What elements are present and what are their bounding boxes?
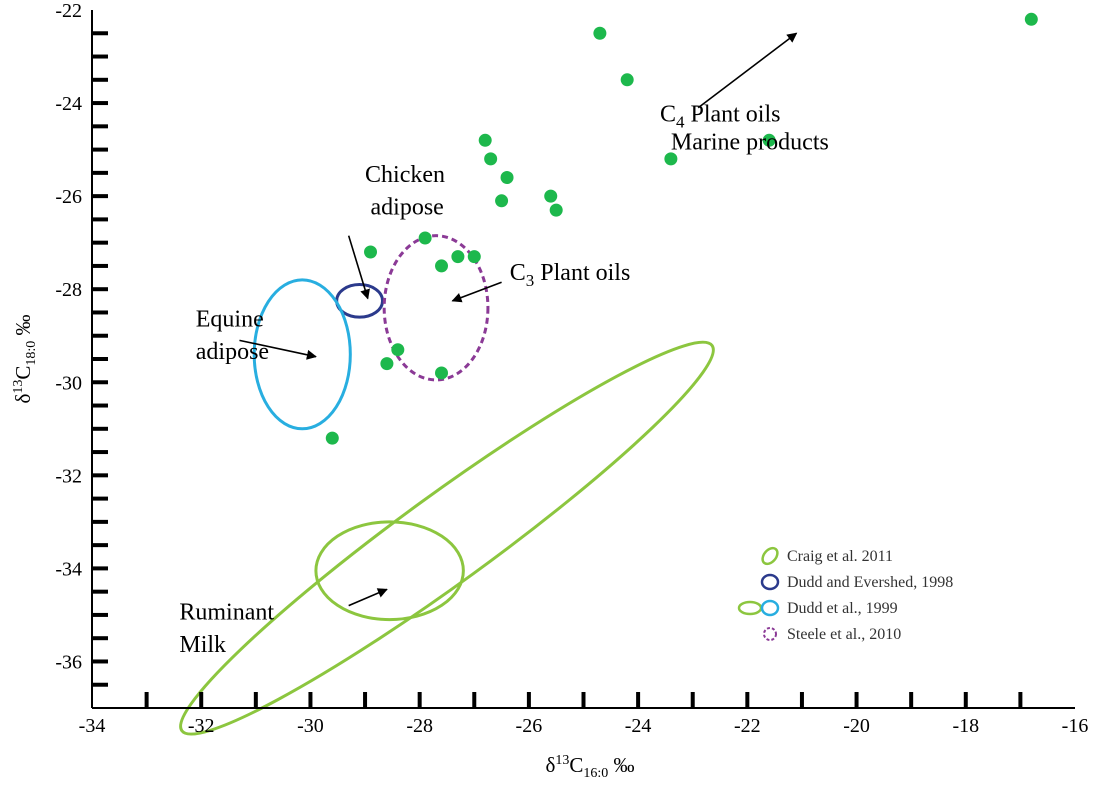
y-tick-label: -32 bbox=[55, 465, 82, 487]
x-tick-label: -30 bbox=[297, 715, 324, 737]
annotation-c4-oils: C4 Plant oils bbox=[660, 102, 781, 132]
annotation-equine-label-2: adipose bbox=[196, 339, 269, 365]
legend-swatch bbox=[761, 546, 779, 566]
legend-label: Dudd and Evershed, 1998 bbox=[787, 574, 953, 591]
c4-arrow bbox=[697, 32, 798, 109]
data-point bbox=[500, 171, 514, 185]
region-c3-oils bbox=[382, 234, 490, 382]
x-tick-label: -32 bbox=[188, 715, 215, 737]
data-point bbox=[762, 133, 776, 147]
annotation-marine: Marine products bbox=[671, 130, 829, 156]
x-tick-label: -18 bbox=[952, 715, 979, 737]
annotation-c3-label: C3 Plant oils bbox=[510, 260, 631, 290]
legend: Craig et al. 2011 Dudd and Evershed, 1998… bbox=[737, 546, 953, 643]
annotation-ruminant-label-2: Milk bbox=[179, 632, 226, 658]
legend-item: Dudd et al., 1999 bbox=[737, 599, 898, 617]
data-point bbox=[325, 431, 339, 445]
data-point bbox=[478, 133, 492, 147]
legend-item: Steele et al., 2010 bbox=[763, 626, 901, 643]
x-tick-label: -20 bbox=[843, 715, 870, 737]
data-point bbox=[593, 26, 607, 40]
x-tick-label: -24 bbox=[625, 715, 652, 737]
legend-swatch bbox=[763, 627, 777, 641]
y-axis-title: δ13C18:0 ‰ bbox=[11, 314, 39, 403]
x-tick-label: -34 bbox=[79, 715, 106, 737]
data-point bbox=[664, 152, 678, 166]
equine-arrow bbox=[239, 339, 317, 360]
data-point bbox=[391, 343, 405, 357]
legend-swatch bbox=[737, 600, 763, 616]
y-tick-label: -36 bbox=[55, 651, 82, 673]
y-tick-label: -24 bbox=[55, 93, 82, 115]
data-point bbox=[549, 203, 563, 217]
x-axis-title: δ13C16:0 ‰ bbox=[545, 753, 634, 781]
data-point bbox=[451, 250, 465, 264]
legend-swatch bbox=[760, 573, 780, 591]
annotation-chicken-label-1: Chicken bbox=[365, 162, 445, 188]
data-point bbox=[435, 259, 449, 273]
legend-item: Dudd and Evershed, 1998 bbox=[760, 573, 953, 591]
annotation-equine-label-1: Equine bbox=[196, 306, 264, 332]
annotation-ruminant-label-1: Ruminant bbox=[179, 600, 274, 626]
points-layer bbox=[325, 12, 1038, 445]
axes-layer: -34 -32 -30 -28 -26 -24 -22 -20 -18 -16 -36 -34 -32 -… bbox=[11, 0, 1088, 781]
region-equine bbox=[252, 278, 352, 431]
region-ruminant-outer bbox=[179, 340, 715, 736]
data-point bbox=[364, 245, 378, 259]
data-point bbox=[418, 231, 432, 245]
chicken-arrow bbox=[347, 235, 370, 300]
data-point bbox=[484, 152, 498, 166]
y-tick-label: -26 bbox=[55, 186, 82, 208]
data-point bbox=[495, 194, 509, 208]
data-point bbox=[620, 73, 634, 87]
y-tick-label: -30 bbox=[55, 372, 82, 394]
y-tick-label: -28 bbox=[55, 279, 82, 301]
data-point bbox=[467, 250, 481, 264]
annotation-chicken-label-2: adipose bbox=[371, 195, 444, 221]
regions-layer bbox=[179, 234, 715, 736]
legend-label: Dudd et al., 1999 bbox=[787, 600, 898, 617]
data-point bbox=[544, 189, 558, 203]
ruminant-arrow bbox=[348, 588, 388, 607]
x-tick-label: -28 bbox=[406, 715, 433, 737]
c3-arrow bbox=[451, 281, 502, 303]
legend-item: Craig et al. 2011 bbox=[761, 546, 893, 566]
legend-label: Craig et al. 2011 bbox=[787, 548, 893, 565]
y-tick-label: -22 bbox=[55, 0, 82, 22]
data-point bbox=[1024, 12, 1038, 26]
legend-swatch bbox=[760, 599, 780, 617]
x-tick-label: -26 bbox=[516, 715, 543, 737]
x-tick-label: -22 bbox=[734, 715, 761, 737]
arrows-layer bbox=[239, 32, 798, 607]
x-tick-label: -16 bbox=[1062, 715, 1089, 737]
legend-label: Steele et al., 2010 bbox=[787, 626, 901, 643]
region-ruminant-inner bbox=[314, 520, 465, 622]
data-point bbox=[435, 366, 449, 380]
data-point bbox=[380, 357, 394, 371]
y-tick-label: -34 bbox=[55, 558, 82, 580]
